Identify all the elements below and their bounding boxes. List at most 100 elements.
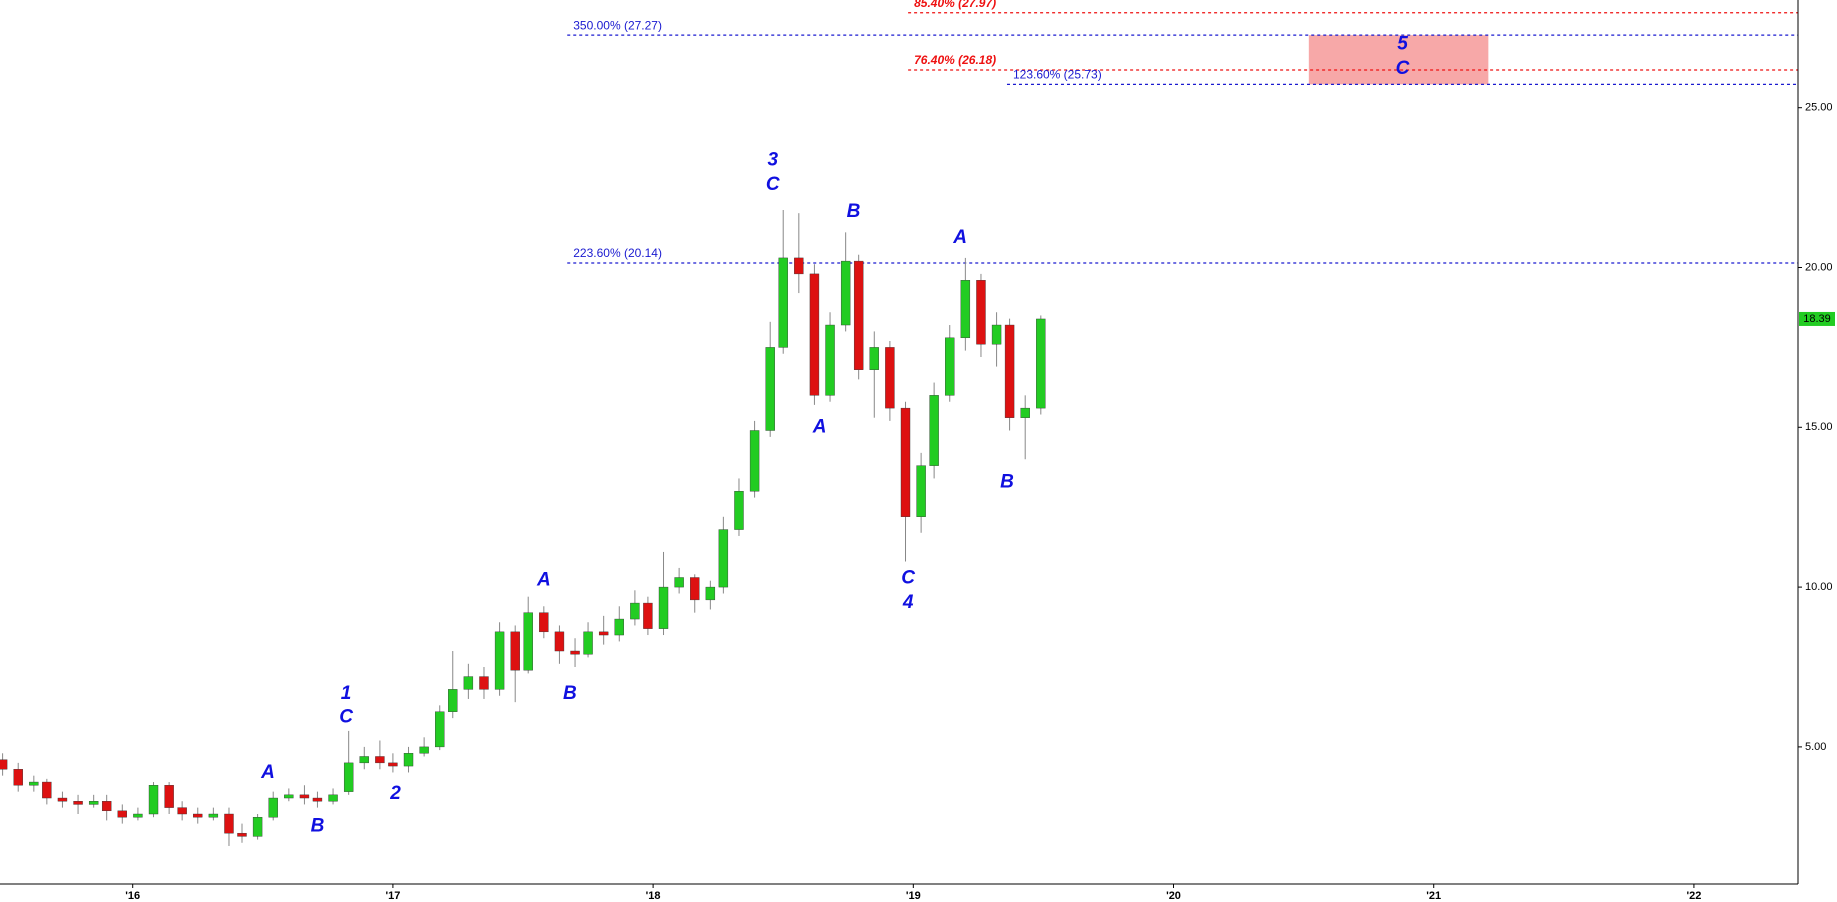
candle-body (523, 612, 533, 671)
candle-body (117, 810, 127, 818)
x-tick-label: '20 (1166, 890, 1181, 902)
last-price-label: 18.39 (1803, 313, 1831, 325)
wave-label: A (952, 227, 967, 248)
wave-label: B (311, 815, 325, 836)
candle-body (614, 618, 624, 636)
candle-body (840, 260, 851, 326)
candle-body (343, 762, 354, 792)
candle-body (403, 753, 414, 767)
candle-body (463, 676, 474, 690)
wave-label: C (1396, 58, 1410, 79)
candle-body (268, 797, 278, 818)
candle-body (643, 602, 653, 629)
candle-body (252, 817, 263, 837)
candle-body (42, 781, 52, 799)
candle-body (133, 813, 143, 818)
candle-body (419, 746, 429, 754)
candle-body (705, 586, 716, 601)
candle-body (299, 794, 310, 799)
wave-label: A (812, 416, 827, 437)
wave-label: 4 (902, 592, 914, 613)
candle-body (749, 430, 760, 492)
candle-body (193, 813, 203, 818)
candle-body (960, 280, 971, 339)
candle-body (164, 785, 174, 808)
candle-body (479, 676, 489, 690)
candle-body (554, 631, 565, 652)
candle-body (1020, 407, 1030, 418)
wave-label: 5 (1397, 33, 1408, 54)
candle-body (929, 395, 939, 466)
candle-body (570, 650, 580, 655)
candle-body (916, 465, 926, 517)
y-tick-label: 10.00 (1805, 581, 1833, 593)
level-label: 76.40% (26.18) (914, 53, 996, 67)
candle-body (0, 759, 8, 770)
wave-label: 1 (341, 683, 352, 704)
candle-body (869, 347, 879, 370)
candle-body (853, 260, 864, 370)
candle-body (945, 337, 955, 396)
candle-body (448, 689, 458, 712)
candle-body (312, 797, 323, 802)
candle-body (237, 832, 247, 837)
level-label: 350.00% (27.27) (573, 18, 662, 32)
last-price-tag (1799, 311, 1835, 326)
x-tick-label: '22 (1686, 890, 1701, 902)
candle-body (809, 273, 820, 396)
candle-body (224, 813, 234, 834)
candle-body (29, 781, 39, 786)
wave-label: B (847, 201, 861, 222)
y-tick-label: 20.00 (1805, 261, 1833, 273)
wave-label: C (766, 174, 780, 195)
wave-label: A (260, 762, 275, 783)
candle-body (885, 347, 895, 409)
candle-body (991, 324, 1002, 345)
candle-body (1004, 324, 1015, 418)
y-tick-label: 25.00 (1805, 102, 1833, 114)
x-tick-label: '17 (385, 890, 400, 902)
candle-body (88, 801, 99, 805)
y-tick-label: 5.00 (1805, 741, 1826, 753)
candle-body (73, 801, 83, 805)
wave-label: B (563, 683, 577, 704)
level-label: 123.60% (25.73) (1013, 68, 1102, 82)
candle-body (57, 797, 68, 802)
wave-label: A (536, 570, 551, 591)
candle-body (101, 801, 112, 812)
x-tick-label: '19 (906, 890, 921, 902)
candle-body (690, 577, 700, 601)
candle-body (208, 813, 219, 818)
candle-body (598, 631, 609, 636)
target-zone (1308, 35, 1489, 85)
candle-body (1036, 318, 1046, 409)
candle-body (778, 257, 788, 348)
level-label: 85.40% (27.97) (914, 0, 996, 10)
candle-body (435, 711, 445, 748)
wave-label: B (1000, 471, 1014, 492)
candle-body (284, 794, 294, 799)
level-label: 223.60% (20.14) (573, 246, 662, 260)
x-tick-label: '18 (646, 890, 661, 902)
wave-label: 3 (768, 149, 779, 170)
candle-body (375, 756, 385, 764)
candle-body (148, 785, 159, 815)
candle-body (177, 807, 187, 815)
candle-body (328, 794, 338, 802)
candle-body (539, 612, 549, 633)
candle-body (900, 407, 911, 517)
candle-body (658, 586, 669, 629)
candle-body (976, 280, 986, 345)
wave-label: 2 (389, 783, 401, 804)
x-tick-label: '21 (1426, 890, 1441, 902)
candle-body (825, 324, 835, 396)
candle-body (794, 257, 804, 275)
candle-body (734, 491, 744, 530)
candle-body (13, 769, 23, 786)
wave-label: C (901, 567, 915, 588)
candle-body (630, 602, 640, 620)
candle-body (359, 756, 369, 764)
candle-body (765, 347, 775, 431)
